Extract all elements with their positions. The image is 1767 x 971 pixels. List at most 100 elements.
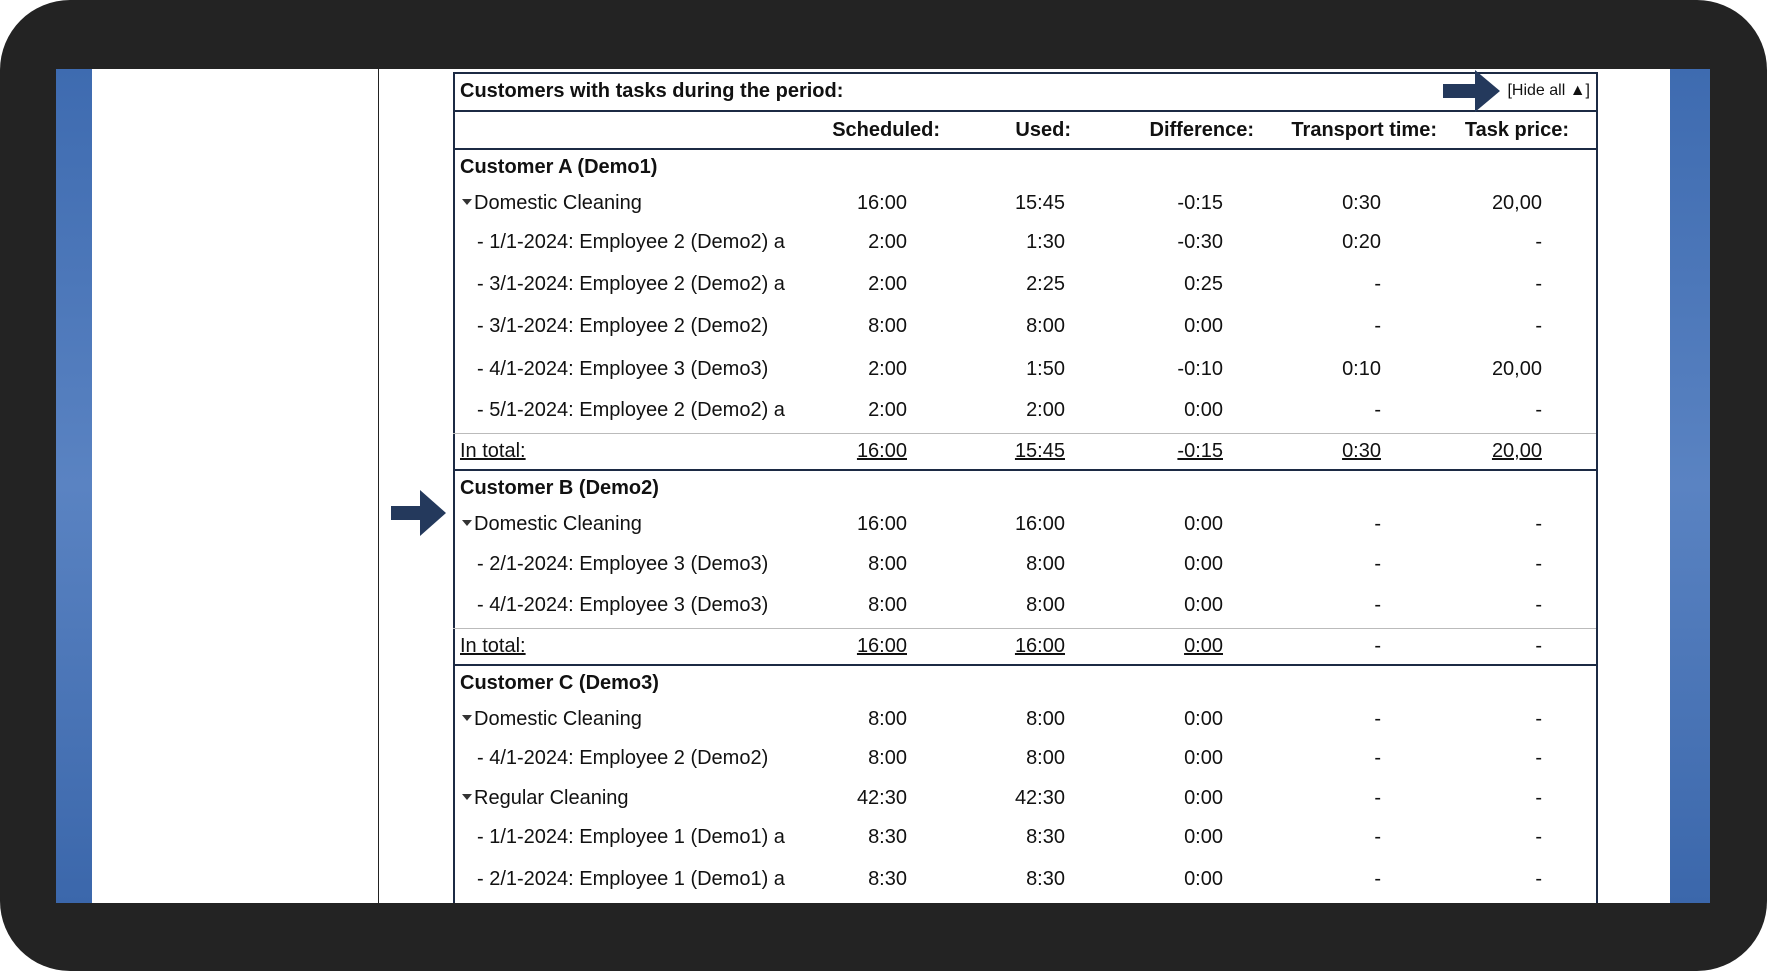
value-cell: 16:00 <box>856 513 907 535</box>
value-cell: 0:00 <box>1184 315 1223 337</box>
value-cell: - <box>1535 273 1542 295</box>
value-cell: - <box>1374 399 1381 421</box>
total-cell: 16:00 <box>1014 635 1065 657</box>
value-cell: 2:00 <box>1026 399 1065 421</box>
row-separator <box>453 148 1596 150</box>
value-cell: - <box>1374 826 1381 848</box>
total-label: In total: <box>460 440 526 462</box>
value-cell: 0:20 <box>1342 231 1381 253</box>
service-name[interactable]: Domestic Cleaning <box>462 707 642 731</box>
task-label: - 5/1-2024: Employee 2 (Demo2) a <box>477 399 785 421</box>
total-label: In total: <box>460 635 526 657</box>
value-cell: 2:00 <box>868 273 907 295</box>
value-cell: 0:00 <box>1184 594 1223 616</box>
task-label: - 1/1-2024: Employee 2 (Demo2) a <box>477 231 785 253</box>
value-cell: 0:00 <box>1184 553 1223 575</box>
section-title: Customers with tasks during the period: <box>460 80 844 102</box>
column-header: Scheduled: <box>832 119 940 141</box>
value-cell: - <box>1535 747 1542 769</box>
service-name[interactable]: Regular Cleaning <box>462 786 629 810</box>
row-separator <box>453 664 1596 666</box>
task-label: - 4/1-2024: Employee 2 (Demo2) <box>477 747 769 769</box>
value-cell: - <box>1535 868 1542 890</box>
column-header: Transport time: <box>1291 119 1437 141</box>
value-cell: - <box>1374 315 1381 337</box>
arrow <box>391 490 446 536</box>
value-cell: - <box>1374 787 1381 809</box>
value-cell: 15:45 <box>1014 192 1065 214</box>
column-header: Task price: <box>1464 119 1569 141</box>
service-name[interactable]: Domestic Cleaning <box>462 512 642 536</box>
task-label: - 3/1-2024: Employee 2 (Demo2) <box>477 315 769 337</box>
total-cell: 0:30 <box>1342 440 1381 462</box>
total-cell: 20,00 <box>1491 440 1542 462</box>
value-cell: - <box>1374 594 1381 616</box>
value-cell: 8:00 <box>1026 747 1065 769</box>
value-cell: - <box>1535 787 1542 809</box>
divider <box>378 69 379 903</box>
value-cell: 20,00 <box>1491 192 1542 214</box>
value-cell: 0:00 <box>1184 868 1223 890</box>
value-cell: 8:00 <box>868 747 907 769</box>
value-cell: 16:00 <box>1014 513 1065 535</box>
value-cell: - <box>1535 315 1542 337</box>
total-cell: -0:15 <box>1177 440 1223 462</box>
screen: Customers with tasks during the period: [… <box>56 69 1710 903</box>
value-cell: 0:25 <box>1184 273 1223 295</box>
column-header: Used: <box>1015 119 1071 141</box>
value-cell: 8:00 <box>868 315 907 337</box>
service-name[interactable]: Domestic Cleaning <box>462 191 642 215</box>
value-cell: 16:00 <box>856 192 907 214</box>
value-cell: - <box>1535 708 1542 730</box>
row-separator <box>453 469 1596 471</box>
table <box>453 72 1598 903</box>
row-separator <box>453 110 1596 112</box>
value-cell: 2:00 <box>868 358 907 380</box>
task-label: - 4/1-2024: Employee 3 (Demo3) <box>477 594 769 616</box>
value-cell: -0:30 <box>1177 231 1223 253</box>
value-cell: 0:00 <box>1184 787 1223 809</box>
total-cell: 15:45 <box>1014 440 1065 462</box>
value-cell: - <box>1535 231 1542 253</box>
value-cell: 8:00 <box>1026 708 1065 730</box>
total-cell: 16:00 <box>856 440 907 462</box>
total-cell: 16:00 <box>856 635 907 657</box>
hide-all-link[interactable]: [Hide all ▲] <box>1507 82 1590 99</box>
value-cell: 0:00 <box>1184 708 1223 730</box>
value-cell: 8:00 <box>868 708 907 730</box>
value-cell: - <box>1374 868 1381 890</box>
value-cell: - <box>1374 513 1381 535</box>
customer-name: Customer B (Demo2) <box>460 477 659 499</box>
value-cell: 8:30 <box>868 826 907 848</box>
task-label: - 3/1-2024: Employee 2 (Demo2) a <box>477 273 785 295</box>
row-separator <box>453 628 1596 629</box>
task-label: - 2/1-2024: Employee 1 (Demo1) a <box>477 868 785 890</box>
value-cell: 0:00 <box>1184 513 1223 535</box>
value-cell: 8:00 <box>868 594 907 616</box>
total-cell: - <box>1535 635 1542 657</box>
task-label: - 2/1-2024: Employee 3 (Demo3) <box>477 553 769 575</box>
row-separator <box>453 433 1596 434</box>
value-cell: - <box>1535 594 1542 616</box>
value-cell: 0:00 <box>1184 747 1223 769</box>
total-cell: 0:00 <box>1184 635 1223 657</box>
value-cell: 20,00 <box>1491 358 1542 380</box>
value-cell: - <box>1374 553 1381 575</box>
value-cell: -0:10 <box>1177 358 1223 380</box>
value-cell: 1:50 <box>1026 358 1065 380</box>
value-cell: - <box>1535 553 1542 575</box>
value-cell: - <box>1374 747 1381 769</box>
value-cell: 2:00 <box>868 399 907 421</box>
arrow <box>1443 70 1500 112</box>
value-cell: 8:00 <box>1026 315 1065 337</box>
task-label: - 1/1-2024: Employee 1 (Demo1) a <box>477 826 785 848</box>
value-cell: 8:30 <box>1026 868 1065 890</box>
value-cell: - <box>1374 273 1381 295</box>
value-cell: 8:00 <box>868 553 907 575</box>
total-cell: - <box>1374 635 1381 657</box>
value-cell: 2:25 <box>1026 273 1065 295</box>
value-cell: 42:30 <box>1014 787 1065 809</box>
value-cell: 2:00 <box>868 231 907 253</box>
